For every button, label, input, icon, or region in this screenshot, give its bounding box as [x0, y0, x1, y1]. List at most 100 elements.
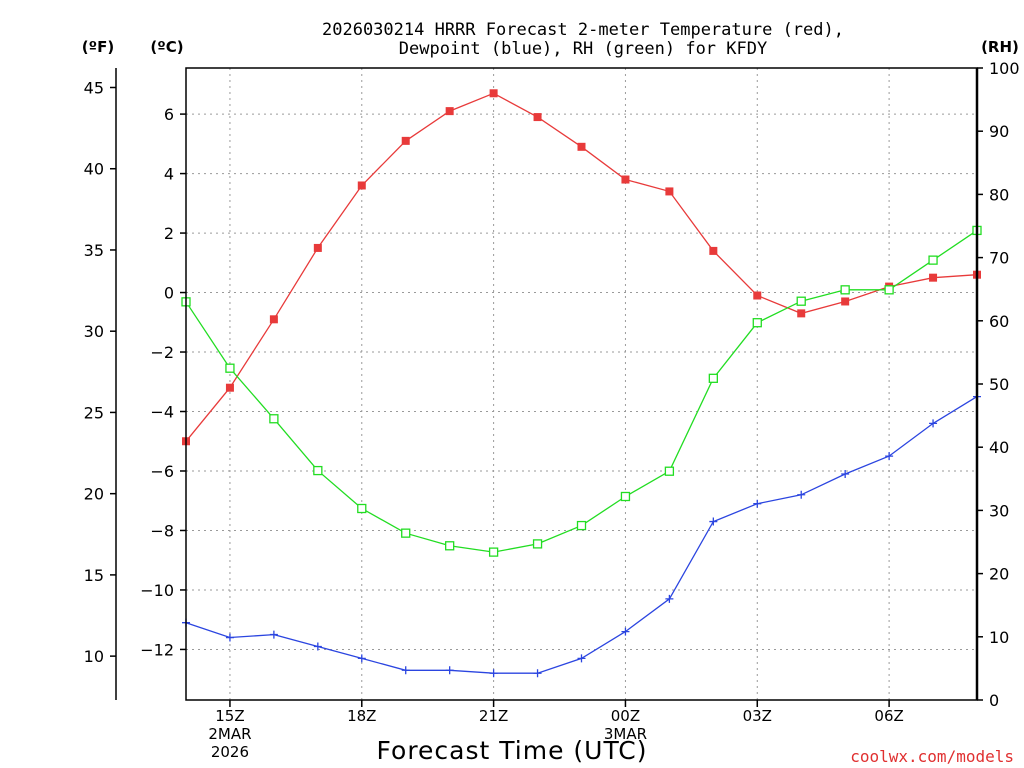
rh-axis-label: (RH) [981, 38, 1019, 56]
fahrenheit-tick-label: 25 [84, 403, 104, 422]
rh-tick-label: 100 [989, 59, 1020, 78]
dewpoint-point [885, 452, 894, 461]
x-tick-date-label: 3MAR [604, 725, 647, 743]
dewpoint-point [665, 594, 674, 603]
credit-text: coolwx.com/models [850, 747, 1014, 766]
temperature-point [269, 315, 278, 324]
temperature-point [621, 175, 630, 184]
temperature-point [709, 246, 718, 255]
temperature-point [753, 291, 762, 300]
chart-title-line1: 2026030214 HRRR Forecast 2-meter Tempera… [322, 20, 844, 40]
temperature-point [533, 113, 542, 122]
rh-tick-label: 30 [989, 501, 1009, 520]
fahrenheit-axis-label: (ºF) [82, 38, 114, 56]
dewpoint-point [357, 654, 366, 663]
fahrenheit-tick-label: 30 [84, 322, 104, 341]
fahrenheit-tick-label: 40 [84, 160, 104, 179]
temperature-point [489, 89, 498, 98]
x-tick-label: 15Z [215, 707, 244, 725]
celsius-tick-label: 6 [164, 105, 174, 124]
temperature-point [401, 136, 410, 145]
x-tick-year-label: 2026 [211, 743, 249, 761]
rh-point [796, 296, 806, 306]
dewpoint-point [225, 633, 234, 642]
temperature-point [357, 181, 366, 190]
temperature-point [313, 243, 322, 252]
temperature-point [445, 107, 454, 116]
temperature-point [929, 273, 938, 282]
celsius-tick-label: −4 [150, 403, 174, 422]
rh-point [225, 363, 235, 373]
tick-labels: 1015202530354045−12−10−8−6−4−20246010203… [84, 59, 1020, 761]
rh-tick-label: 50 [989, 375, 1009, 394]
fahrenheit-tick-label: 45 [84, 78, 104, 97]
rh-point [664, 466, 675, 476]
celsius-tick-label: −6 [150, 462, 174, 481]
x-tick-label: 18Z [347, 707, 376, 725]
dewpoint-point [929, 419, 938, 428]
temperature-point [577, 142, 586, 151]
dewpoint-point [841, 469, 850, 478]
celsius-axis-label: (ºC) [150, 38, 183, 56]
chart-title-line2: Dewpoint (blue), RH (green) for KFDY [399, 39, 767, 59]
rh-point [752, 318, 762, 328]
x-tick-label: 06Z [874, 707, 903, 725]
grid-lines [186, 68, 977, 700]
temperature-point [797, 309, 806, 318]
fahrenheit-tick-label: 15 [84, 566, 104, 585]
temperature-point [665, 187, 674, 196]
rh-tick-label: 40 [989, 438, 1009, 457]
x-axis-label: Forecast Time (UTC) [377, 736, 648, 765]
fahrenheit-tick-label: 35 [84, 241, 104, 260]
celsius-tick-label: 0 [164, 284, 174, 303]
x-tick-label: 00Z [611, 707, 640, 725]
rh-tick-label: 20 [989, 565, 1009, 584]
axes [110, 67, 983, 707]
rh-tick-label: 90 [989, 122, 1009, 141]
dewpoint-point [445, 666, 454, 675]
rh-tick-label: 60 [989, 312, 1009, 331]
rh-point [576, 520, 587, 531]
rh-point [928, 255, 938, 265]
dewpoint-point [533, 669, 542, 678]
rh-tick-label: 70 [989, 249, 1009, 268]
temperature-point [225, 383, 234, 392]
rh-tick-label: 80 [989, 185, 1009, 204]
celsius-tick-label: −12 [140, 640, 174, 659]
celsius-tick-label: −2 [150, 343, 174, 362]
rh-point [708, 373, 718, 383]
celsius-tick-label: 4 [164, 165, 174, 184]
x-tick-label: 03Z [743, 707, 772, 725]
rh-point [445, 541, 455, 551]
dewpoint-point [797, 490, 806, 499]
dewpoint-point [313, 642, 322, 651]
rh-point [884, 285, 894, 295]
celsius-tick-label: 2 [164, 224, 174, 243]
dewpoint-point [709, 517, 718, 526]
dewpoint-point [621, 627, 630, 636]
rh-point [532, 539, 543, 549]
dewpoint-point [577, 654, 586, 663]
dewpoint-point [269, 630, 278, 639]
plot-frame [185, 67, 978, 701]
rh-point [357, 503, 367, 514]
rh-point [620, 491, 631, 502]
fahrenheit-tick-label: 20 [84, 485, 104, 504]
x-tick-label: 21Z [479, 707, 508, 725]
dewpoint-point [401, 666, 410, 675]
dewpoint-point [753, 499, 762, 508]
x-tick-date-label: 2MAR [208, 725, 251, 743]
rh-point [313, 465, 323, 476]
rh-tick-label: 0 [989, 691, 999, 710]
rh-series-line [185, 229, 978, 553]
celsius-tick-label: −8 [150, 521, 174, 540]
fahrenheit-tick-label: 10 [84, 647, 104, 666]
rh-point [488, 547, 499, 557]
rh-point [840, 285, 850, 295]
temperature-point [841, 297, 850, 306]
dewpoint-series-line [185, 396, 978, 674]
rh-point [401, 528, 411, 538]
celsius-tick-label: −10 [140, 581, 174, 600]
rh-point [269, 414, 279, 424]
